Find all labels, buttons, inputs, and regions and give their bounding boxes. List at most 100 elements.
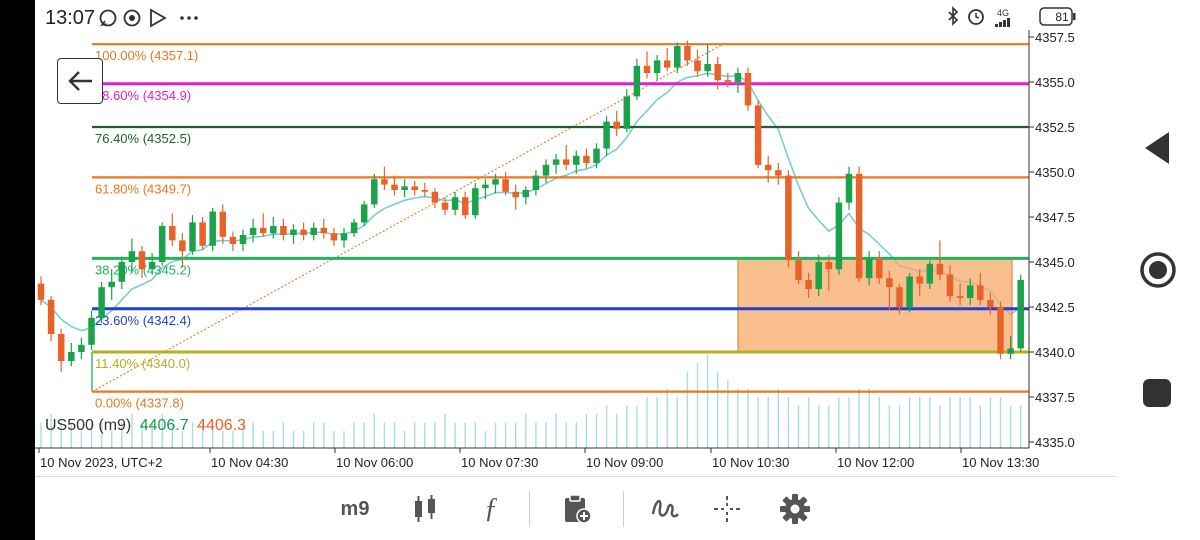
candle bbox=[674, 42, 681, 73]
signal-icon bbox=[995, 18, 1010, 27]
time-tick-label: 10 Nov 07:30 bbox=[461, 455, 538, 470]
volume-bar bbox=[323, 422, 325, 448]
volume-bar bbox=[989, 397, 992, 448]
volume-bar bbox=[484, 431, 487, 448]
notification-icons bbox=[99, 8, 198, 28]
candle bbox=[593, 143, 600, 169]
volume-bar bbox=[212, 422, 214, 448]
candle bbox=[835, 197, 843, 275]
candle-body bbox=[47, 299, 55, 334]
volume-bar bbox=[70, 422, 72, 448]
candle-body bbox=[835, 202, 843, 270]
volume-bar bbox=[737, 388, 739, 448]
candle-body bbox=[926, 263, 934, 284]
candle bbox=[350, 218, 358, 237]
candle-body bbox=[360, 204, 368, 223]
candle-body bbox=[876, 258, 883, 279]
time-tick-label: 10 Nov 13:30 bbox=[962, 455, 1039, 470]
candle bbox=[987, 292, 994, 315]
candle-body bbox=[169, 226, 176, 241]
battery-icon bbox=[1039, 7, 1076, 26]
volume-bar bbox=[494, 422, 497, 448]
candle bbox=[916, 269, 923, 297]
candle-body bbox=[623, 96, 631, 129]
candle bbox=[138, 245, 146, 279]
candle-body bbox=[461, 197, 469, 216]
chart-type-button[interactable] bbox=[403, 487, 447, 531]
crosshair-button[interactable] bbox=[705, 487, 749, 531]
alarm-icon bbox=[968, 9, 984, 25]
draw-button[interactable] bbox=[643, 487, 687, 531]
candle-body bbox=[421, 190, 429, 192]
price-chart[interactable]: 100.00% (4357.1) 88.60% (4354.9) 76.40% (4… bbox=[35, 0, 1115, 476]
candle bbox=[562, 145, 570, 171]
candle bbox=[764, 155, 772, 183]
candle bbox=[552, 154, 560, 174]
candle-body bbox=[966, 285, 974, 298]
candle bbox=[310, 222, 317, 241]
volume-bar bbox=[959, 397, 961, 448]
candle-body bbox=[482, 184, 489, 189]
volume-bar bbox=[454, 422, 456, 448]
candle-body bbox=[896, 287, 903, 307]
volume-bar bbox=[767, 397, 769, 448]
candle bbox=[603, 116, 610, 156]
fib-level-label: 11.40% (4340.0) bbox=[95, 356, 190, 371]
candle bbox=[259, 213, 267, 237]
nav-back-icon[interactable] bbox=[1143, 130, 1173, 166]
candle-body bbox=[734, 73, 742, 82]
candle bbox=[502, 172, 509, 196]
candle-body bbox=[603, 121, 610, 149]
volume-bar bbox=[676, 397, 678, 448]
candle bbox=[946, 265, 954, 302]
toolbar-divider bbox=[623, 491, 624, 527]
candle-body bbox=[330, 233, 338, 241]
candle bbox=[744, 67, 752, 111]
candle-body bbox=[694, 60, 701, 72]
candle bbox=[694, 49, 701, 77]
candle bbox=[896, 283, 903, 315]
indicators-button[interactable]: ƒ bbox=[469, 487, 513, 531]
candle bbox=[977, 272, 984, 306]
volume-bar bbox=[161, 414, 163, 448]
candle-body bbox=[209, 211, 216, 246]
candle-body bbox=[997, 307, 1004, 354]
volume-bar bbox=[535, 422, 537, 448]
candle-body bbox=[371, 179, 378, 205]
candle bbox=[118, 256, 126, 289]
volume-bar bbox=[525, 414, 527, 448]
settings-button[interactable] bbox=[773, 487, 817, 531]
volume-bar bbox=[313, 422, 315, 448]
candle bbox=[997, 301, 1004, 360]
price-tick-label: 4357.5 bbox=[1035, 30, 1075, 45]
volume-bar bbox=[939, 405, 941, 448]
candle-body bbox=[199, 222, 206, 246]
timeframe-button[interactable]: m9 bbox=[340, 497, 370, 520]
volume-bar bbox=[919, 397, 921, 448]
back-button[interactable] bbox=[57, 58, 103, 104]
volume-bar bbox=[252, 422, 254, 448]
volume-bar bbox=[646, 397, 648, 448]
candle bbox=[542, 159, 550, 183]
volume-bar bbox=[787, 397, 790, 448]
candle bbox=[57, 328, 65, 372]
more-icon bbox=[180, 16, 198, 20]
candle-body bbox=[1007, 348, 1014, 354]
nav-recents-icon[interactable] bbox=[1140, 376, 1174, 410]
volume-bar bbox=[717, 371, 719, 448]
candle bbox=[684, 40, 691, 66]
navigation-bar bbox=[1115, 0, 1200, 540]
candle bbox=[300, 222, 307, 241]
price-tick-label: 4352.5 bbox=[1035, 120, 1075, 135]
candle bbox=[148, 253, 156, 275]
candle-body bbox=[805, 280, 812, 289]
candle bbox=[1007, 335, 1014, 360]
add-object-button[interactable] bbox=[555, 487, 599, 531]
chart-toolbar: m9 ƒ bbox=[35, 476, 1200, 540]
volume-bar bbox=[757, 397, 759, 448]
candle-body bbox=[502, 179, 509, 192]
candle bbox=[936, 240, 944, 280]
candle-body bbox=[785, 175, 792, 261]
nav-home-icon[interactable] bbox=[1138, 250, 1178, 290]
candle bbox=[431, 188, 439, 208]
